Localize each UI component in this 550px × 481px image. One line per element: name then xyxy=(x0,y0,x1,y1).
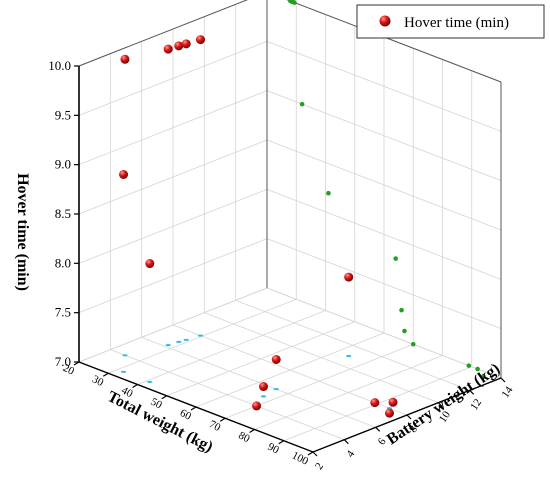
z-tick-label: 7.0 xyxy=(55,354,71,369)
grid-line xyxy=(266,238,502,330)
z-tick-label: 8.5 xyxy=(55,206,71,221)
projection-point-floor xyxy=(260,395,267,398)
y-tick-label: 8 xyxy=(407,423,420,435)
projection-point-floor xyxy=(273,387,279,391)
projection-point-floor xyxy=(197,334,204,337)
projection-point-floor xyxy=(165,344,171,347)
z-tick-label: 8.0 xyxy=(55,255,71,270)
grid-line xyxy=(204,312,439,404)
projection-point-back xyxy=(466,363,472,368)
x-tick xyxy=(278,440,285,445)
data-point xyxy=(258,382,268,392)
y-tick-label: 6 xyxy=(376,436,389,448)
data-point xyxy=(252,401,262,411)
x-tick-label: 100 xyxy=(290,449,311,467)
data-point xyxy=(271,354,281,364)
projection-points xyxy=(120,0,486,410)
data-point xyxy=(384,408,394,418)
y-tick xyxy=(469,389,475,395)
grid-line xyxy=(78,90,268,166)
grid-line xyxy=(266,287,502,379)
x-tick xyxy=(307,451,314,456)
z-tick-label: 9.0 xyxy=(55,157,71,172)
grid-line xyxy=(78,188,268,264)
projection-point-back xyxy=(475,366,480,372)
legend-marker xyxy=(379,15,391,27)
grid-line xyxy=(78,238,268,314)
grid-line xyxy=(235,299,470,391)
data-point xyxy=(163,44,173,54)
projection-point-floor xyxy=(183,338,189,341)
y-tick xyxy=(312,451,318,457)
y-tick xyxy=(437,402,443,408)
y-tick xyxy=(343,439,349,445)
projection-point-floor xyxy=(176,340,182,343)
y-tick xyxy=(500,377,506,383)
data-point xyxy=(195,35,205,45)
data-point xyxy=(388,397,398,407)
data-point xyxy=(120,54,130,64)
projection-point-back xyxy=(299,101,305,107)
projection-point-floor xyxy=(120,370,127,373)
projection-point-back xyxy=(326,190,331,196)
data-point xyxy=(119,169,128,179)
x-tick xyxy=(161,395,168,400)
data-point xyxy=(145,259,155,269)
data-point xyxy=(344,272,354,282)
projection-point-floor xyxy=(147,380,153,384)
grid-line xyxy=(172,324,408,416)
frame-edge xyxy=(78,0,249,67)
x-tick xyxy=(190,406,197,411)
data-point xyxy=(174,41,184,51)
grid-line xyxy=(266,139,502,231)
data-point xyxy=(370,398,380,408)
y-tick-label: 14 xyxy=(499,384,515,400)
z-tick-label: 10.0 xyxy=(48,58,71,73)
grid-line xyxy=(110,349,345,441)
grid-line xyxy=(78,40,268,116)
projection-point-back xyxy=(410,341,416,347)
y-tick-label: 4 xyxy=(344,448,357,460)
y-tick-label: 2 xyxy=(313,461,326,472)
projection-point-back xyxy=(399,307,404,313)
x-tick xyxy=(73,361,80,366)
projection-point-back xyxy=(481,373,486,379)
z-axis-title: Hover time (min) xyxy=(14,173,31,291)
projection-point-back xyxy=(292,0,297,5)
x-tick xyxy=(219,417,226,422)
projection-point-back xyxy=(393,256,399,261)
z-tick-label: 7.5 xyxy=(55,305,71,320)
grid-line xyxy=(78,139,268,215)
projection-point-back xyxy=(402,328,407,334)
projection-point-floor xyxy=(122,354,128,357)
y-axis-title: Battery weight (kg) xyxy=(384,360,503,448)
projection-point-floor xyxy=(386,407,393,410)
x-tick xyxy=(132,383,138,389)
x-tick xyxy=(249,428,255,434)
grid-line xyxy=(266,188,502,280)
z-tick-label: 9.5 xyxy=(55,107,71,122)
y-tick-label: 12 xyxy=(468,397,484,413)
data-points xyxy=(119,35,398,418)
grid-line xyxy=(266,90,502,182)
grid-line xyxy=(266,40,502,132)
y-tick xyxy=(375,426,381,432)
x-tick xyxy=(102,372,109,377)
y-tick xyxy=(406,414,412,420)
axes xyxy=(73,0,506,457)
legend-label: Hover time (min) xyxy=(404,15,509,31)
grid-line xyxy=(141,336,376,428)
data-point xyxy=(181,39,191,49)
legend: Hover time (min) xyxy=(356,4,545,39)
grid-lines xyxy=(78,0,502,453)
projection-point-floor xyxy=(346,354,352,358)
